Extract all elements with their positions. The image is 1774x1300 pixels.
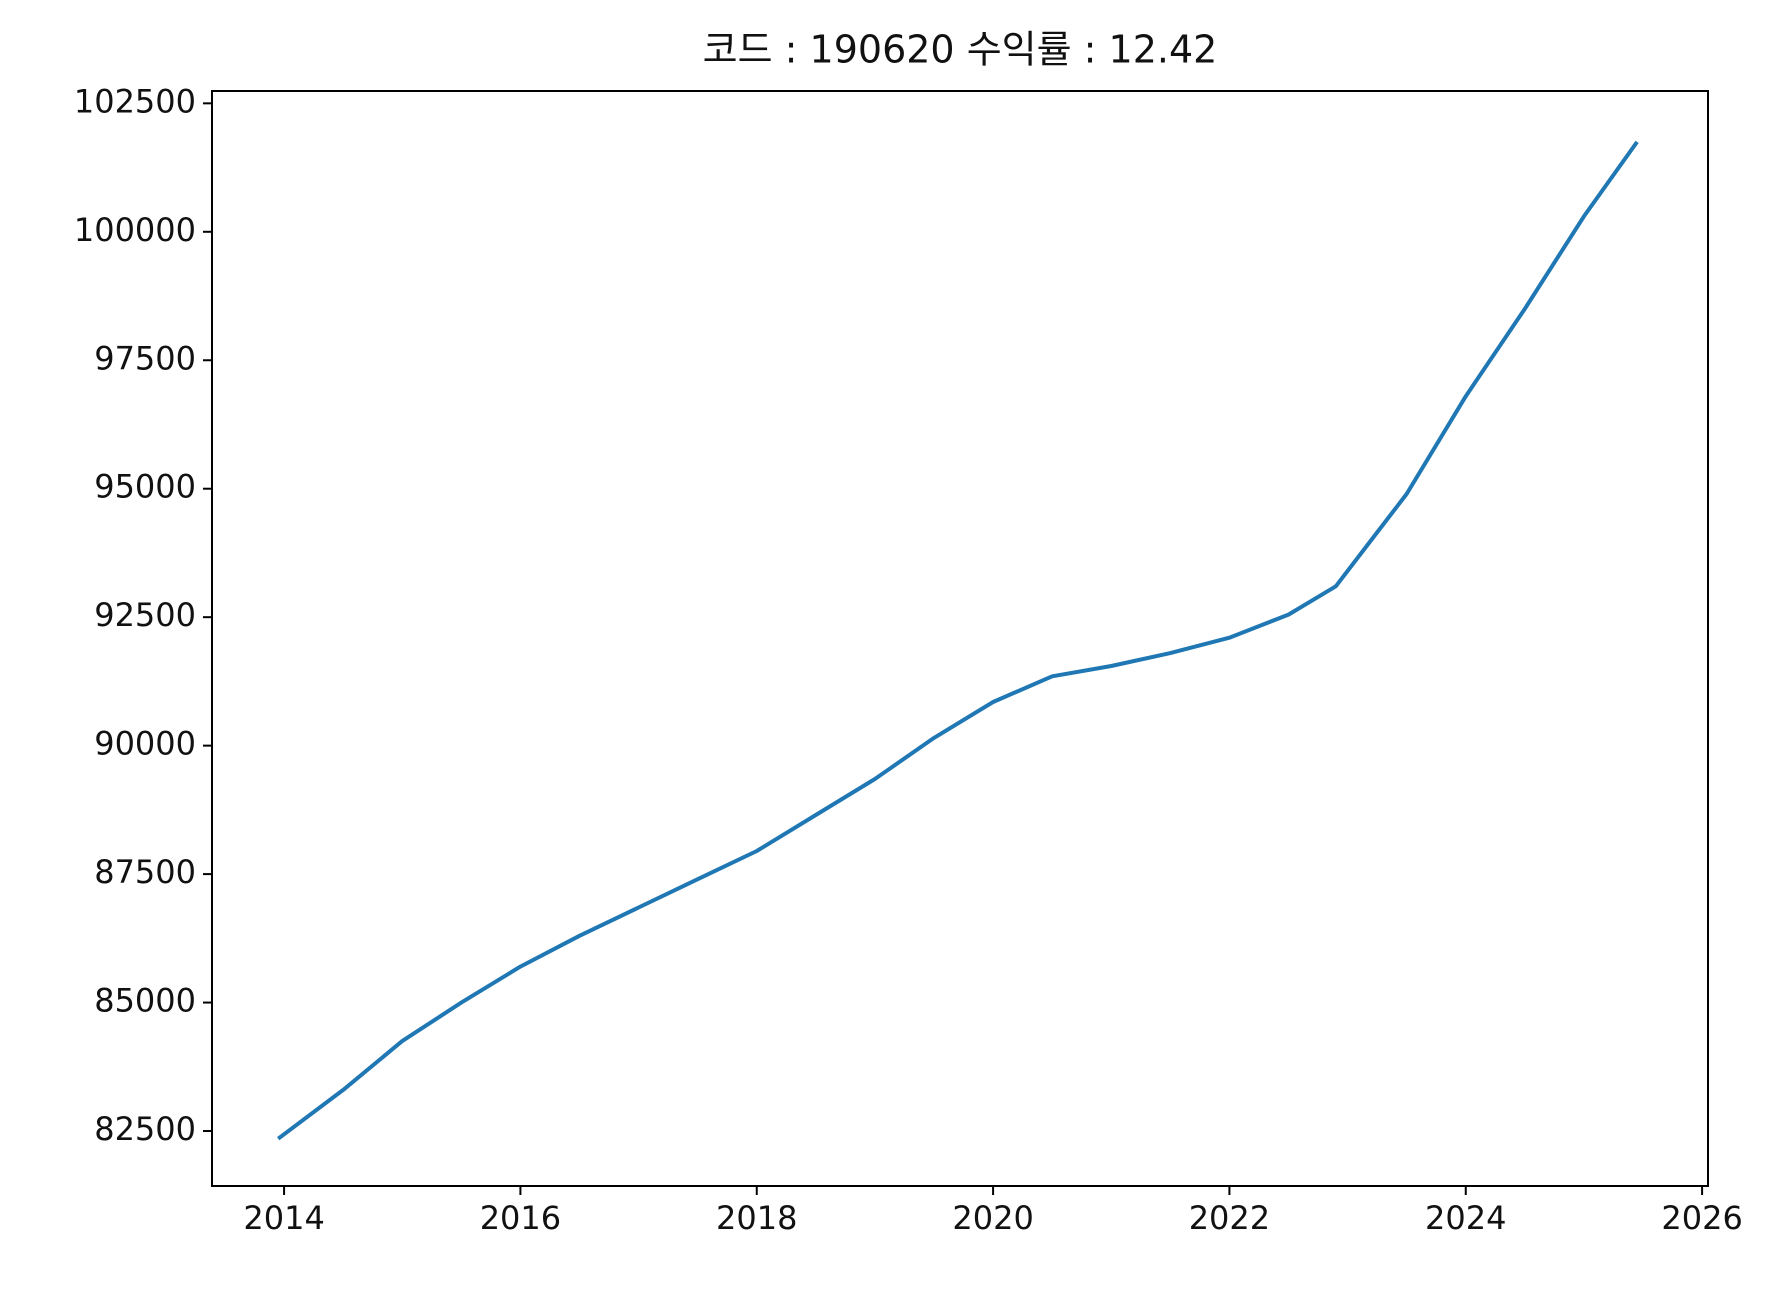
y-tick-label: 95000 — [94, 468, 196, 506]
y-tick-label: 82500 — [94, 1110, 196, 1148]
plot-frame — [211, 90, 1709, 1187]
x-tick-label: 2016 — [480, 1199, 561, 1237]
y-tick-label: 92500 — [94, 596, 196, 634]
y-tick-label: 100000 — [74, 211, 196, 249]
x-tick-label: 2018 — [716, 1199, 797, 1237]
x-tick-label: 2024 — [1425, 1199, 1506, 1237]
x-tick-label: 2022 — [1189, 1199, 1270, 1237]
chart-title: 코드 : 190620 수익률 : 12.42 — [703, 28, 1218, 72]
y-tick-label: 85000 — [94, 982, 196, 1020]
y-tick-label: 90000 — [94, 725, 196, 763]
x-tick-label: 2026 — [1661, 1199, 1742, 1237]
line-series — [276, 140, 1639, 1141]
x-tick-label: 2020 — [952, 1199, 1033, 1237]
y-tick-label: 97500 — [94, 339, 196, 377]
x-tick-label: 2014 — [243, 1199, 324, 1237]
y-tick-label: 102500 — [74, 82, 196, 120]
y-tick-label: 87500 — [94, 853, 196, 891]
